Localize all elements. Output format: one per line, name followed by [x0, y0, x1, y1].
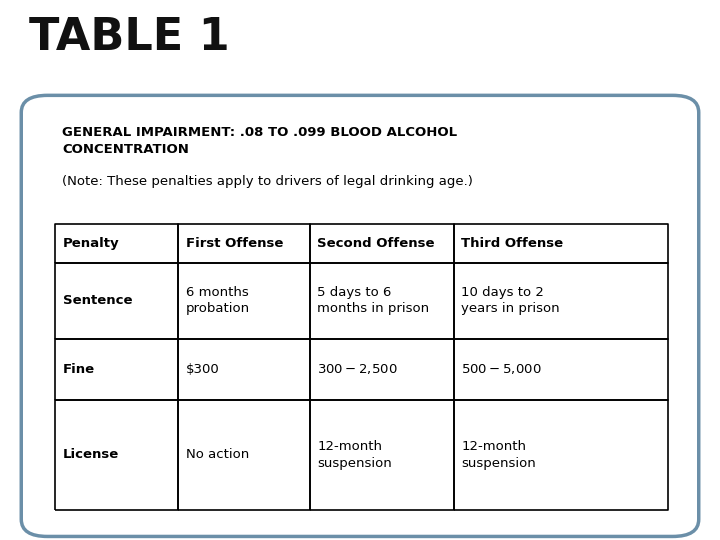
- Text: $300: $300: [186, 363, 220, 376]
- Text: License: License: [63, 449, 120, 462]
- Text: (Note: These penalties apply to drivers of legal drinking age.): (Note: These penalties apply to drivers …: [62, 175, 473, 188]
- Text: Penalty: Penalty: [63, 237, 120, 250]
- Text: No action: No action: [186, 449, 249, 462]
- Text: $500 - $5,000: $500 - $5,000: [462, 362, 542, 376]
- Text: 5 days to 6
months in prison: 5 days to 6 months in prison: [318, 286, 430, 315]
- Text: 6 months
probation: 6 months probation: [186, 286, 250, 315]
- Text: GENERAL IMPAIRMENT: .08 TO .099 BLOOD ALCOHOL
CONCENTRATION: GENERAL IMPAIRMENT: .08 TO .099 BLOOD AL…: [62, 126, 457, 156]
- Text: First Offense: First Offense: [186, 237, 283, 250]
- Text: $300 - $2,500: $300 - $2,500: [318, 362, 398, 376]
- Text: Sentence: Sentence: [63, 294, 132, 307]
- Text: 12-month
suspension: 12-month suspension: [462, 440, 536, 470]
- Text: Fine: Fine: [63, 363, 95, 376]
- Text: 12-month
suspension: 12-month suspension: [318, 440, 392, 470]
- Text: TABLE 1: TABLE 1: [29, 16, 230, 59]
- Text: Second Offense: Second Offense: [318, 237, 435, 250]
- FancyBboxPatch shape: [22, 96, 698, 536]
- Text: Third Offense: Third Offense: [462, 237, 564, 250]
- Text: 10 days to 2
years in prison: 10 days to 2 years in prison: [462, 286, 560, 315]
